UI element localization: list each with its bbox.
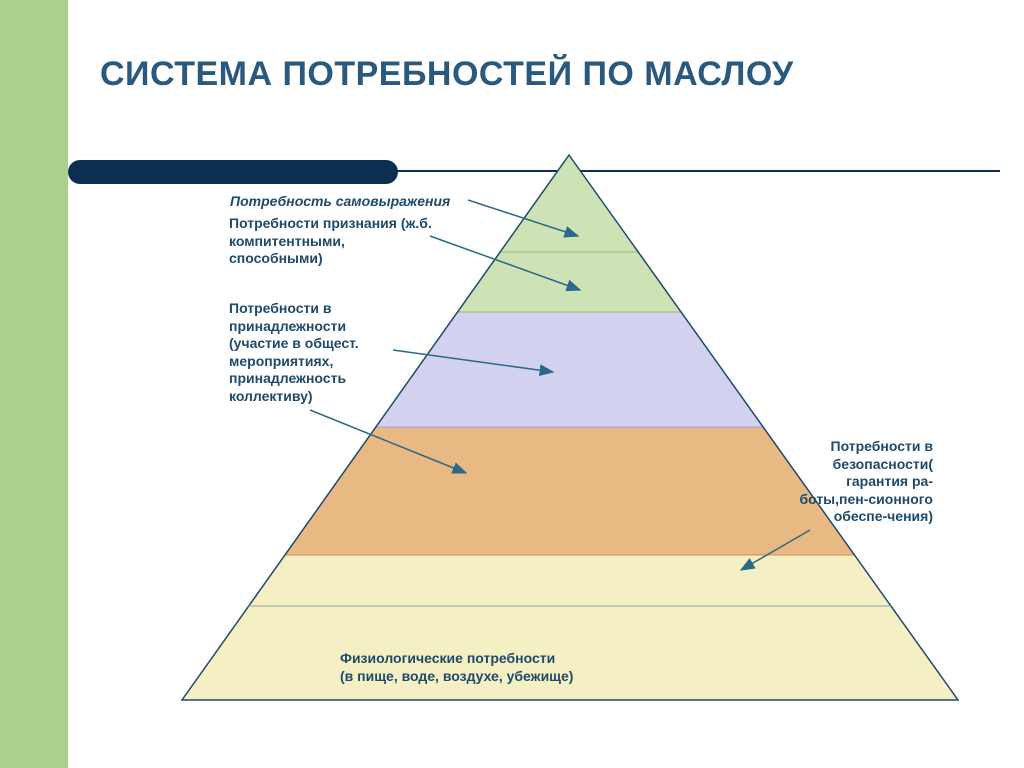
arrow-3 [310, 410, 466, 473]
title-underline-line [380, 170, 1000, 172]
arrow-4 [741, 530, 810, 570]
label-safety: Потребности в безопасности( гарантия ра-… [799, 438, 933, 526]
arrow-1 [430, 236, 580, 290]
label-physiological: Физиологические потребности(в пище, воде… [340, 650, 700, 685]
sidebar-accent [0, 0, 68, 768]
pyramid-level-safety [285, 427, 855, 555]
label-self-actualization: Потребность самовыражения [230, 193, 510, 211]
title-underline-bar [68, 160, 398, 184]
pyramid-level-esteem [458, 252, 682, 312]
pyramid-level-belonging [376, 312, 763, 427]
page-title: СИСТЕМА ПОТРЕБНОСТЕЙ ПО МАСЛОУ [100, 55, 794, 94]
label-belonging: Потребности в принадлежности (участие в … [229, 300, 419, 405]
label-esteem: Потребности признания (ж.б. компитентным… [229, 215, 439, 268]
